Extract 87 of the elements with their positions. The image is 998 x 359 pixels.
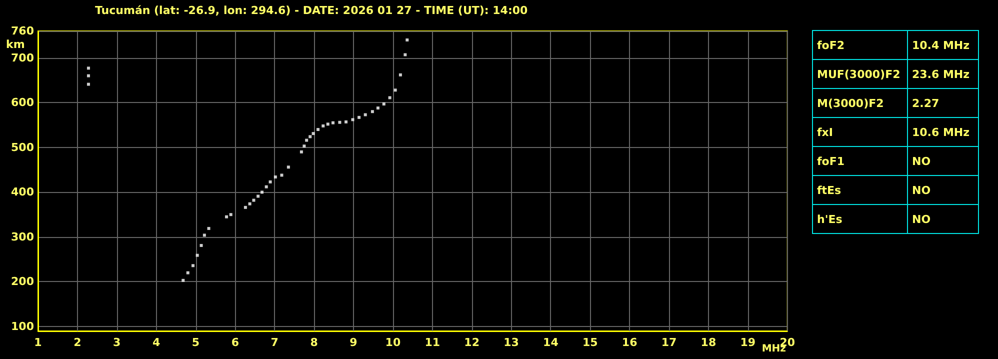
y-tick-label: 100 (11, 320, 34, 334)
y-tick-label: 200 (11, 275, 34, 288)
text: NO (908, 146, 978, 176)
x-tick-label: 12 (464, 336, 480, 349)
point (404, 53, 407, 56)
x-tick-label: 1 (34, 336, 42, 349)
point (207, 226, 210, 230)
point (248, 202, 252, 206)
point (268, 180, 272, 184)
y-tick-label: 300 (11, 230, 34, 244)
point (351, 118, 354, 122)
text: ftEs (812, 176, 908, 204)
point (312, 132, 315, 136)
text: 10.4 MHz (908, 30, 978, 60)
point (200, 244, 203, 247)
text: 23.6 MHz (908, 60, 978, 88)
point (229, 213, 232, 216)
x-tick-label: 14 (543, 336, 559, 349)
point (322, 124, 325, 128)
point (398, 73, 402, 76)
point (326, 122, 330, 126)
point (308, 135, 312, 138)
x-tick-label: 11 (424, 336, 440, 349)
x-tick-label: 16 (622, 336, 638, 349)
point (191, 264, 194, 268)
text: foF2 (812, 30, 908, 60)
point (252, 198, 256, 202)
text: 2.27 (908, 88, 978, 118)
x-tick-label: 7 (270, 336, 278, 349)
text: foF1 (812, 146, 908, 176)
x-tick-label: 3 (113, 336, 121, 349)
x-tick-label: 18 (700, 336, 716, 349)
point (382, 102, 386, 106)
y-tick-label: 500 (11, 140, 34, 154)
point (406, 38, 409, 42)
point (286, 166, 290, 169)
point (364, 113, 367, 116)
y-tick-label: 700 (11, 51, 34, 64)
text: h'Es (812, 204, 908, 234)
point (376, 106, 380, 110)
text: NO (908, 176, 978, 204)
point (316, 128, 320, 132)
point (280, 174, 284, 177)
chart-title: Tucumán (lat: -26.9, lon: 294.6) - DATE: 2026 01 27 - TIME (UT): 14:00 (95, 4, 528, 17)
x-tick-label: 10 (385, 336, 401, 349)
point (196, 254, 199, 257)
point (332, 121, 335, 124)
text: M(3000)F2 (812, 88, 908, 118)
x-tick-label: 4 (152, 336, 160, 349)
x-tick-label: 2 (74, 336, 82, 349)
point (264, 185, 268, 188)
point (370, 110, 374, 114)
point (300, 150, 303, 154)
point (344, 120, 348, 124)
point (86, 82, 90, 86)
point (260, 190, 264, 194)
text: 10.6 MHz (908, 118, 978, 146)
point (305, 138, 308, 142)
point (358, 116, 361, 119)
x-tick-label: 8 (310, 336, 318, 349)
x-tick-label: 6 (231, 336, 240, 349)
point (182, 278, 185, 282)
point (86, 74, 90, 78)
y-tick-label: 600 (11, 96, 34, 110)
point (225, 215, 228, 218)
point (256, 194, 260, 198)
point (388, 96, 392, 100)
x-tick-label: 15 (582, 336, 598, 349)
point (338, 120, 342, 124)
text: fxI (812, 118, 908, 146)
point (86, 66, 90, 70)
text: MUF(3000)F2 (812, 60, 908, 88)
point (274, 175, 277, 178)
point (202, 234, 206, 237)
y-axis-title: km (6, 38, 25, 51)
text: NO (908, 204, 978, 234)
point (394, 88, 397, 92)
point (302, 144, 306, 148)
x-tick-label: 19 (740, 336, 756, 349)
y-tick-label: 400 (11, 186, 34, 199)
x-tick-label: 13 (504, 336, 519, 349)
y-tick-label: 760 (11, 24, 34, 38)
point (186, 271, 190, 274)
x-tick-label: 17 (661, 336, 677, 349)
x-tick-label: 9 (350, 336, 358, 349)
point (244, 206, 247, 209)
x-tick-label: 5 (192, 336, 200, 349)
